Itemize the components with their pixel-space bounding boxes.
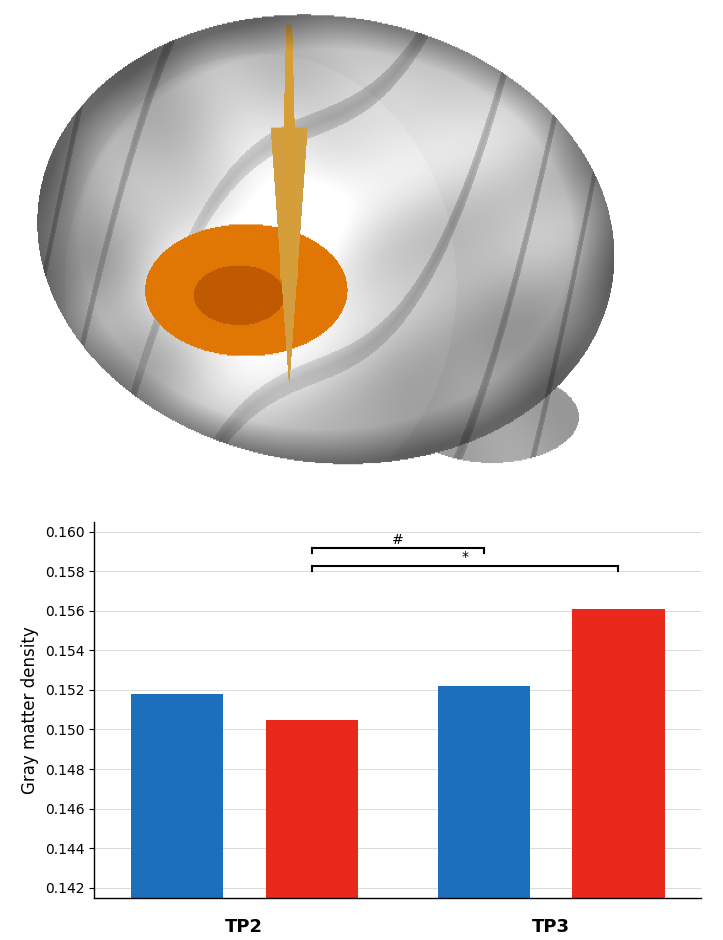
- Text: TP3: TP3: [532, 918, 570, 936]
- Bar: [131, 694, 223, 940]
- Bar: [437, 686, 529, 940]
- Bar: [573, 609, 664, 940]
- Bar: [266, 720, 358, 940]
- Text: #: #: [392, 533, 403, 546]
- Text: TP2: TP2: [226, 918, 263, 936]
- Text: *: *: [461, 550, 469, 564]
- Y-axis label: Gray matter density: Gray matter density: [21, 626, 39, 793]
